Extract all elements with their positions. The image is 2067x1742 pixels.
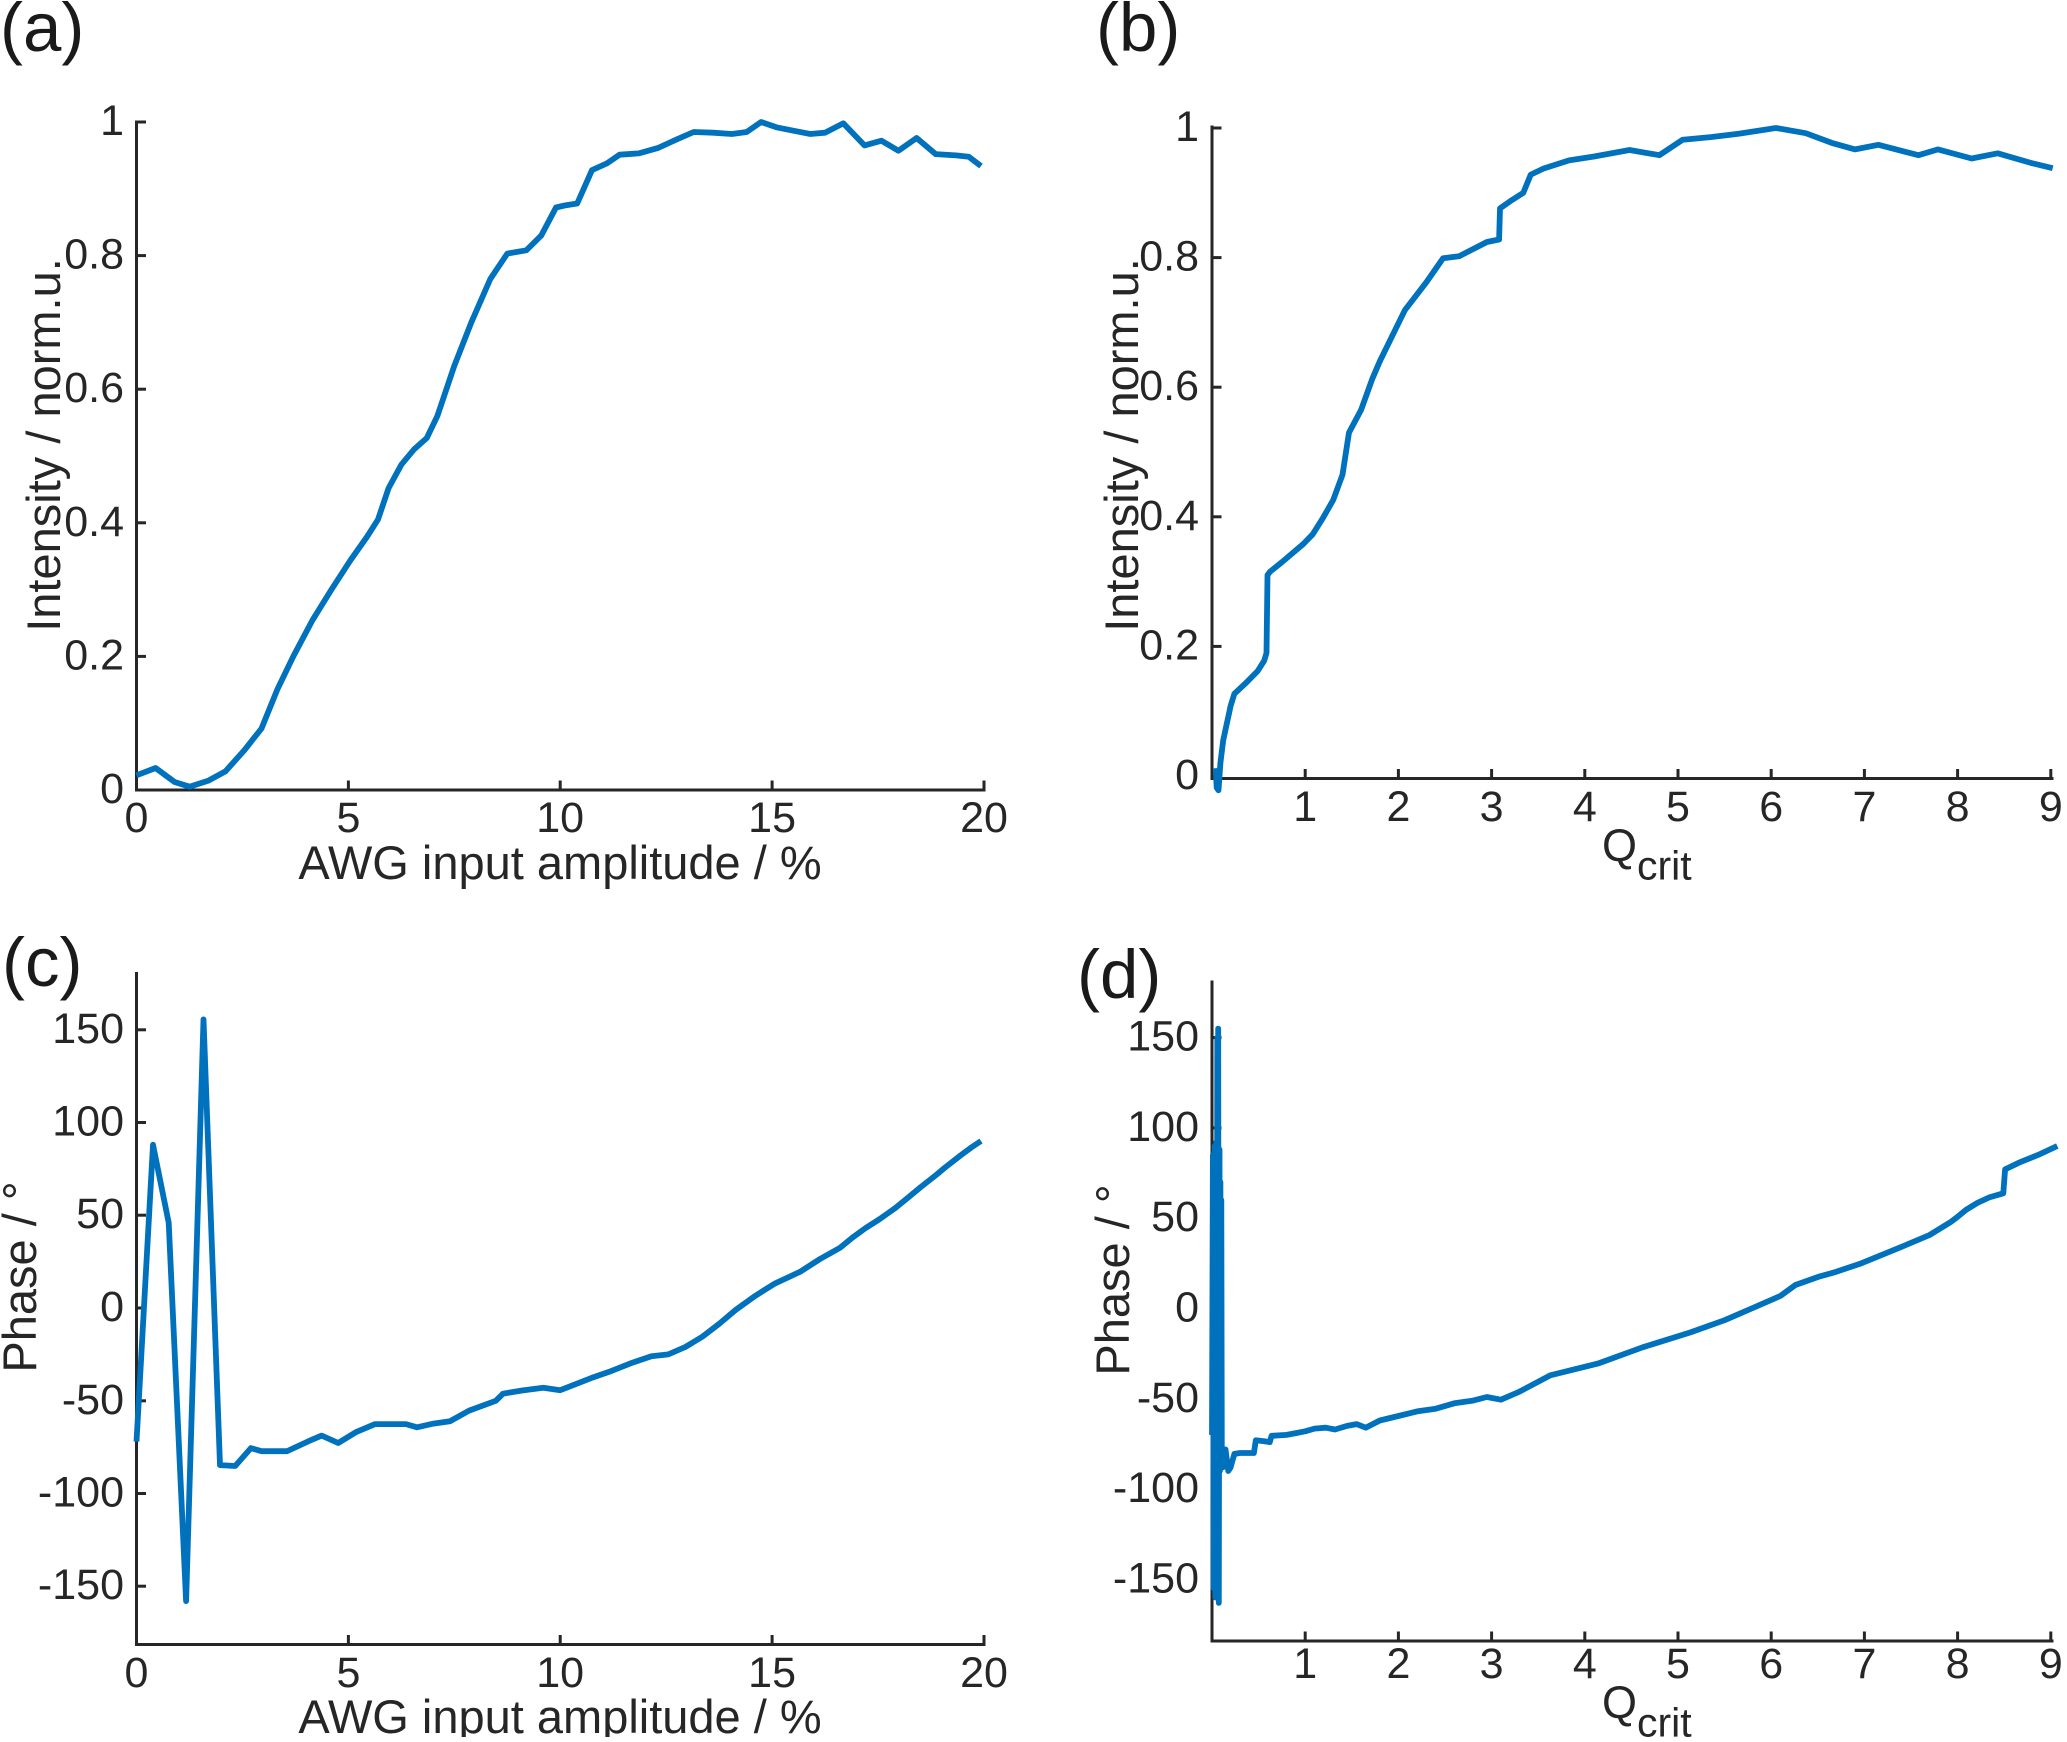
svg-text:(c): (c) bbox=[2, 924, 82, 1001]
svg-text:(b): (b) bbox=[1096, 0, 1180, 66]
svg-text:5: 5 bbox=[336, 1649, 360, 1697]
svg-text:50: 50 bbox=[76, 1190, 124, 1238]
svg-text:0: 0 bbox=[125, 1649, 149, 1697]
svg-text:Intensity / norm.u.: Intensity / norm.u. bbox=[17, 258, 70, 632]
svg-text:AWG input amplitude / %: AWG input amplitude / % bbox=[298, 836, 821, 889]
svg-text:0.8: 0.8 bbox=[64, 231, 124, 279]
svg-text:20: 20 bbox=[960, 1649, 1008, 1697]
svg-text:8: 8 bbox=[1946, 1640, 1970, 1688]
svg-text:-100: -100 bbox=[38, 1469, 124, 1517]
svg-text:20: 20 bbox=[960, 794, 1008, 842]
svg-text:6: 6 bbox=[1759, 783, 1783, 831]
svg-text:7: 7 bbox=[1852, 783, 1876, 831]
svg-text:6: 6 bbox=[1759, 1640, 1783, 1688]
svg-text:-100: -100 bbox=[1113, 1464, 1199, 1512]
svg-text:1: 1 bbox=[1293, 1640, 1317, 1688]
svg-text:150: 150 bbox=[52, 1005, 124, 1053]
svg-text:AWG input amplitude / %: AWG input amplitude / % bbox=[298, 1690, 821, 1737]
svg-text:5: 5 bbox=[1666, 1640, 1690, 1688]
svg-text:0.6: 0.6 bbox=[64, 364, 124, 412]
svg-text:-50: -50 bbox=[62, 1376, 124, 1424]
svg-text:-50: -50 bbox=[1137, 1374, 1199, 1422]
svg-text:1: 1 bbox=[1175, 103, 1199, 151]
svg-text:0: 0 bbox=[1175, 751, 1199, 799]
svg-text:9: 9 bbox=[2039, 783, 2063, 831]
svg-text:10: 10 bbox=[536, 1649, 584, 1697]
svg-text:0.8: 0.8 bbox=[1139, 233, 1199, 281]
svg-text:3: 3 bbox=[1480, 1640, 1504, 1688]
svg-text:15: 15 bbox=[748, 1649, 796, 1697]
svg-text:1: 1 bbox=[1293, 783, 1317, 831]
svg-text:0.2: 0.2 bbox=[64, 631, 124, 679]
svg-text:7: 7 bbox=[1852, 1640, 1876, 1688]
svg-text:8: 8 bbox=[1946, 783, 1970, 831]
svg-text:(d): (d) bbox=[1077, 936, 1161, 1013]
svg-text:100: 100 bbox=[1127, 1103, 1199, 1151]
svg-text:Intensity / norm.u.: Intensity / norm.u. bbox=[1095, 258, 1148, 632]
svg-text:10: 10 bbox=[536, 794, 584, 842]
svg-text:0: 0 bbox=[1175, 1284, 1199, 1332]
svg-text:4: 4 bbox=[1573, 1640, 1597, 1688]
svg-text:1: 1 bbox=[100, 97, 124, 145]
svg-text:0.4: 0.4 bbox=[1139, 492, 1199, 540]
svg-text:-150: -150 bbox=[38, 1561, 124, 1609]
svg-text:-150: -150 bbox=[1113, 1554, 1199, 1602]
svg-text:0.6: 0.6 bbox=[1139, 362, 1199, 410]
svg-text:15: 15 bbox=[748, 794, 796, 842]
svg-text:0: 0 bbox=[100, 765, 124, 813]
svg-text:Phase / °: Phase / ° bbox=[0, 1181, 46, 1372]
svg-text:2: 2 bbox=[1386, 1640, 1410, 1688]
svg-text:0.4: 0.4 bbox=[64, 498, 124, 546]
svg-text:5: 5 bbox=[1666, 783, 1690, 831]
svg-text:0: 0 bbox=[125, 794, 149, 842]
svg-text:2: 2 bbox=[1386, 783, 1410, 831]
svg-text:150: 150 bbox=[1127, 1013, 1199, 1061]
svg-text:0.2: 0.2 bbox=[1139, 621, 1199, 669]
svg-text:Phase / °: Phase / ° bbox=[1086, 1184, 1139, 1375]
svg-text:4: 4 bbox=[1573, 783, 1597, 831]
svg-text:3: 3 bbox=[1480, 783, 1504, 831]
svg-text:0: 0 bbox=[100, 1283, 124, 1331]
svg-text:50: 50 bbox=[1151, 1193, 1199, 1241]
svg-text:(a): (a) bbox=[0, 0, 84, 66]
svg-text:9: 9 bbox=[2039, 1640, 2063, 1688]
svg-text:5: 5 bbox=[336, 794, 360, 842]
svg-text:100: 100 bbox=[52, 1098, 124, 1146]
